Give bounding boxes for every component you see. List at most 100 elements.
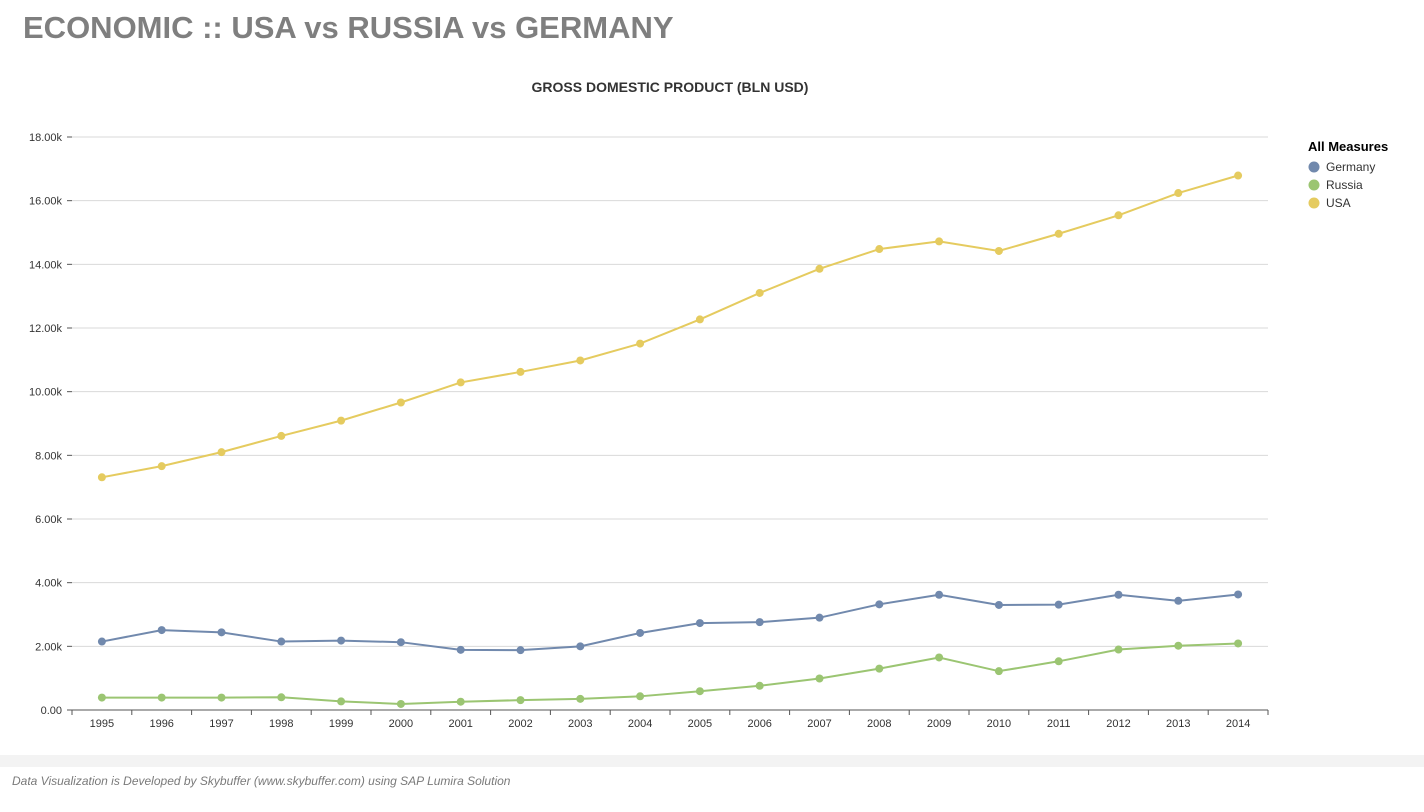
data-point-usa[interactable] (755, 288, 764, 297)
data-point-germany[interactable] (1234, 590, 1243, 599)
x-tick-label: 2012 (1106, 718, 1130, 730)
data-point-usa[interactable] (815, 264, 824, 273)
data-point-germany[interactable] (396, 638, 405, 647)
footer-credit: Data Visualization is Developed by Skybu… (12, 774, 511, 788)
data-point-russia[interactable] (396, 699, 405, 708)
data-point-germany[interactable] (217, 628, 226, 637)
x-tick-label: 2000 (389, 718, 413, 730)
data-point-russia[interactable] (875, 664, 884, 673)
data-point-usa[interactable] (456, 378, 465, 387)
x-tick-label: 2013 (1166, 718, 1190, 730)
data-point-russia[interactable] (755, 681, 764, 690)
data-point-germany[interactable] (456, 645, 465, 654)
grid-lines (72, 136, 1268, 647)
data-point-usa[interactable] (277, 431, 286, 440)
data-point-usa[interactable] (1114, 211, 1123, 220)
x-axis: 1995 1996 1997 1998 1999 2000 2001 2002 2003 2004… (71, 709, 1269, 730)
legend-item-germany[interactable]: Germany (1326, 160, 1375, 174)
data-point-germany[interactable] (1174, 596, 1183, 605)
data-point-usa[interactable] (337, 416, 346, 425)
data-point-usa[interactable] (217, 448, 226, 457)
series-line-usa (101, 174, 1239, 479)
chart-title: GROSS DOMESTIC PRODUCT (BLN USD) (532, 79, 809, 95)
data-point-germany[interactable] (516, 646, 525, 655)
x-tick-label: 2009 (927, 718, 951, 730)
legend-item-russia[interactable]: Russia (1326, 178, 1363, 192)
data-point-germany[interactable] (97, 637, 106, 646)
data-point-germany[interactable] (755, 618, 764, 627)
data-point-germany[interactable] (1054, 600, 1063, 609)
data-point-usa[interactable] (875, 245, 884, 254)
data-point-germany[interactable] (1114, 590, 1123, 599)
data-point-russia[interactable] (935, 653, 944, 662)
legend-marker-germany (1308, 161, 1320, 173)
data-point-russia[interactable] (337, 697, 346, 706)
data-point-russia[interactable] (636, 692, 645, 701)
y-tick-label: 16.00k (29, 196, 63, 208)
data-point-usa[interactable] (157, 462, 166, 471)
y-tick-label: 0.00 (41, 705, 62, 717)
data-point-usa[interactable] (1234, 171, 1243, 180)
y-tick-label: 6.00k (35, 514, 62, 526)
x-tick-label: 2002 (508, 718, 532, 730)
data-point-germany[interactable] (636, 628, 645, 637)
data-point-usa[interactable] (1054, 229, 1063, 238)
data-point-germany[interactable] (935, 590, 944, 599)
data-point-russia[interactable] (1174, 641, 1183, 650)
y-tick-label: 8.00k (35, 450, 62, 462)
data-point-germany[interactable] (695, 619, 704, 628)
data-point-russia[interactable] (1054, 657, 1063, 666)
data-point-usa[interactable] (97, 473, 106, 482)
x-tick-label: 2010 (987, 718, 1011, 730)
data-point-usa[interactable] (516, 367, 525, 376)
data-point-germany[interactable] (815, 613, 824, 622)
data-point-russia[interactable] (994, 667, 1003, 676)
x-tick-label: 1995 (90, 718, 114, 730)
data-point-germany[interactable] (277, 637, 286, 646)
x-tick-label: 2008 (867, 718, 891, 730)
data-point-russia[interactable] (695, 687, 704, 696)
data-point-russia[interactable] (157, 693, 166, 702)
x-tick-label: 2014 (1226, 718, 1250, 730)
data-point-russia[interactable] (516, 696, 525, 705)
y-axis: 0.00 2.00k 4.00k 6.00k 8.00k 10.00k 12.00k 14.0… (29, 132, 72, 717)
data-point-usa[interactable] (1174, 189, 1183, 198)
legend-marker-russia (1308, 179, 1320, 191)
legend-item-usa[interactable]: USA (1326, 196, 1351, 210)
data-point-russia[interactable] (1234, 639, 1243, 648)
series-layer (97, 171, 1243, 708)
data-point-russia[interactable] (456, 697, 465, 706)
data-point-usa[interactable] (935, 237, 944, 246)
data-point-germany[interactable] (157, 626, 166, 635)
legend: All Measures Germany Russia USA (1308, 139, 1388, 210)
x-tick-label: 1996 (149, 718, 173, 730)
data-point-usa[interactable] (994, 246, 1003, 255)
y-tick-label: 14.00k (29, 259, 63, 271)
data-point-germany[interactable] (337, 636, 346, 645)
data-point-russia[interactable] (815, 674, 824, 683)
data-point-russia[interactable] (97, 693, 106, 702)
data-point-germany[interactable] (994, 600, 1003, 609)
data-point-russia[interactable] (217, 693, 226, 702)
data-point-usa[interactable] (636, 339, 645, 348)
data-point-usa[interactable] (396, 398, 405, 407)
data-point-usa[interactable] (576, 356, 585, 365)
data-point-germany[interactable] (875, 600, 884, 609)
x-tick-label: 1997 (209, 718, 233, 730)
gdp-line-chart: GROSS DOMESTIC PRODUCT (BLN USD) 0.00 2.0… (29, 79, 1388, 730)
data-point-usa[interactable] (695, 315, 704, 324)
data-point-germany[interactable] (576, 642, 585, 651)
data-point-russia[interactable] (277, 693, 286, 702)
x-tick-label: 2006 (747, 718, 771, 730)
x-tick-label: 2011 (1047, 718, 1071, 730)
legend-marker-usa (1308, 197, 1320, 209)
x-tick-label: 1999 (329, 718, 353, 730)
data-point-russia[interactable] (576, 694, 585, 703)
x-tick-label: 2004 (628, 718, 652, 730)
data-point-russia[interactable] (1114, 645, 1123, 654)
y-tick-label: 4.00k (35, 578, 62, 590)
y-tick-label: 18.00k (29, 132, 63, 144)
x-tick-label: 2003 (568, 718, 592, 730)
series-line-russia (101, 642, 1239, 705)
